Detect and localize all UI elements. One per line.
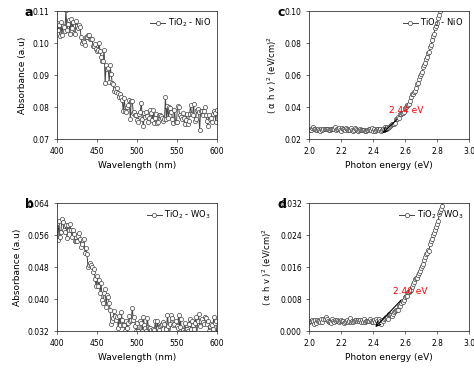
Y-axis label: ( α h v )$^2$ (eV/cm)$^2$: ( α h v )$^2$ (eV/cm)$^2$ bbox=[266, 36, 279, 114]
X-axis label: Photon energy (eV): Photon energy (eV) bbox=[346, 353, 433, 362]
Y-axis label: Absorbance (a.u): Absorbance (a.u) bbox=[13, 228, 22, 306]
Text: 2.40 eV: 2.40 eV bbox=[376, 286, 427, 326]
Y-axis label: Absorbance (a.u): Absorbance (a.u) bbox=[18, 36, 27, 114]
Legend: TiO$_2$ - WO$_3$: TiO$_2$ - WO$_3$ bbox=[145, 207, 212, 223]
X-axis label: Wavelength (nm): Wavelength (nm) bbox=[98, 353, 176, 362]
Text: d: d bbox=[277, 198, 286, 211]
X-axis label: Photon energy (eV): Photon energy (eV) bbox=[346, 161, 433, 170]
Legend: TiO$_2$ - WO$_3$: TiO$_2$ - WO$_3$ bbox=[398, 207, 465, 223]
Text: c: c bbox=[277, 6, 285, 19]
Legend: TiO$_2$ - NiO: TiO$_2$ - NiO bbox=[401, 15, 465, 31]
Text: a: a bbox=[25, 6, 33, 19]
Legend: TiO$_2$ - NiO: TiO$_2$ - NiO bbox=[148, 15, 212, 31]
Text: 2.44 eV: 2.44 eV bbox=[383, 106, 424, 132]
Text: b: b bbox=[25, 198, 34, 211]
Y-axis label: ( α h v )$^2$ (eV/cm)$^2$: ( α h v )$^2$ (eV/cm)$^2$ bbox=[261, 228, 274, 306]
X-axis label: Wavelength (nm): Wavelength (nm) bbox=[98, 161, 176, 170]
